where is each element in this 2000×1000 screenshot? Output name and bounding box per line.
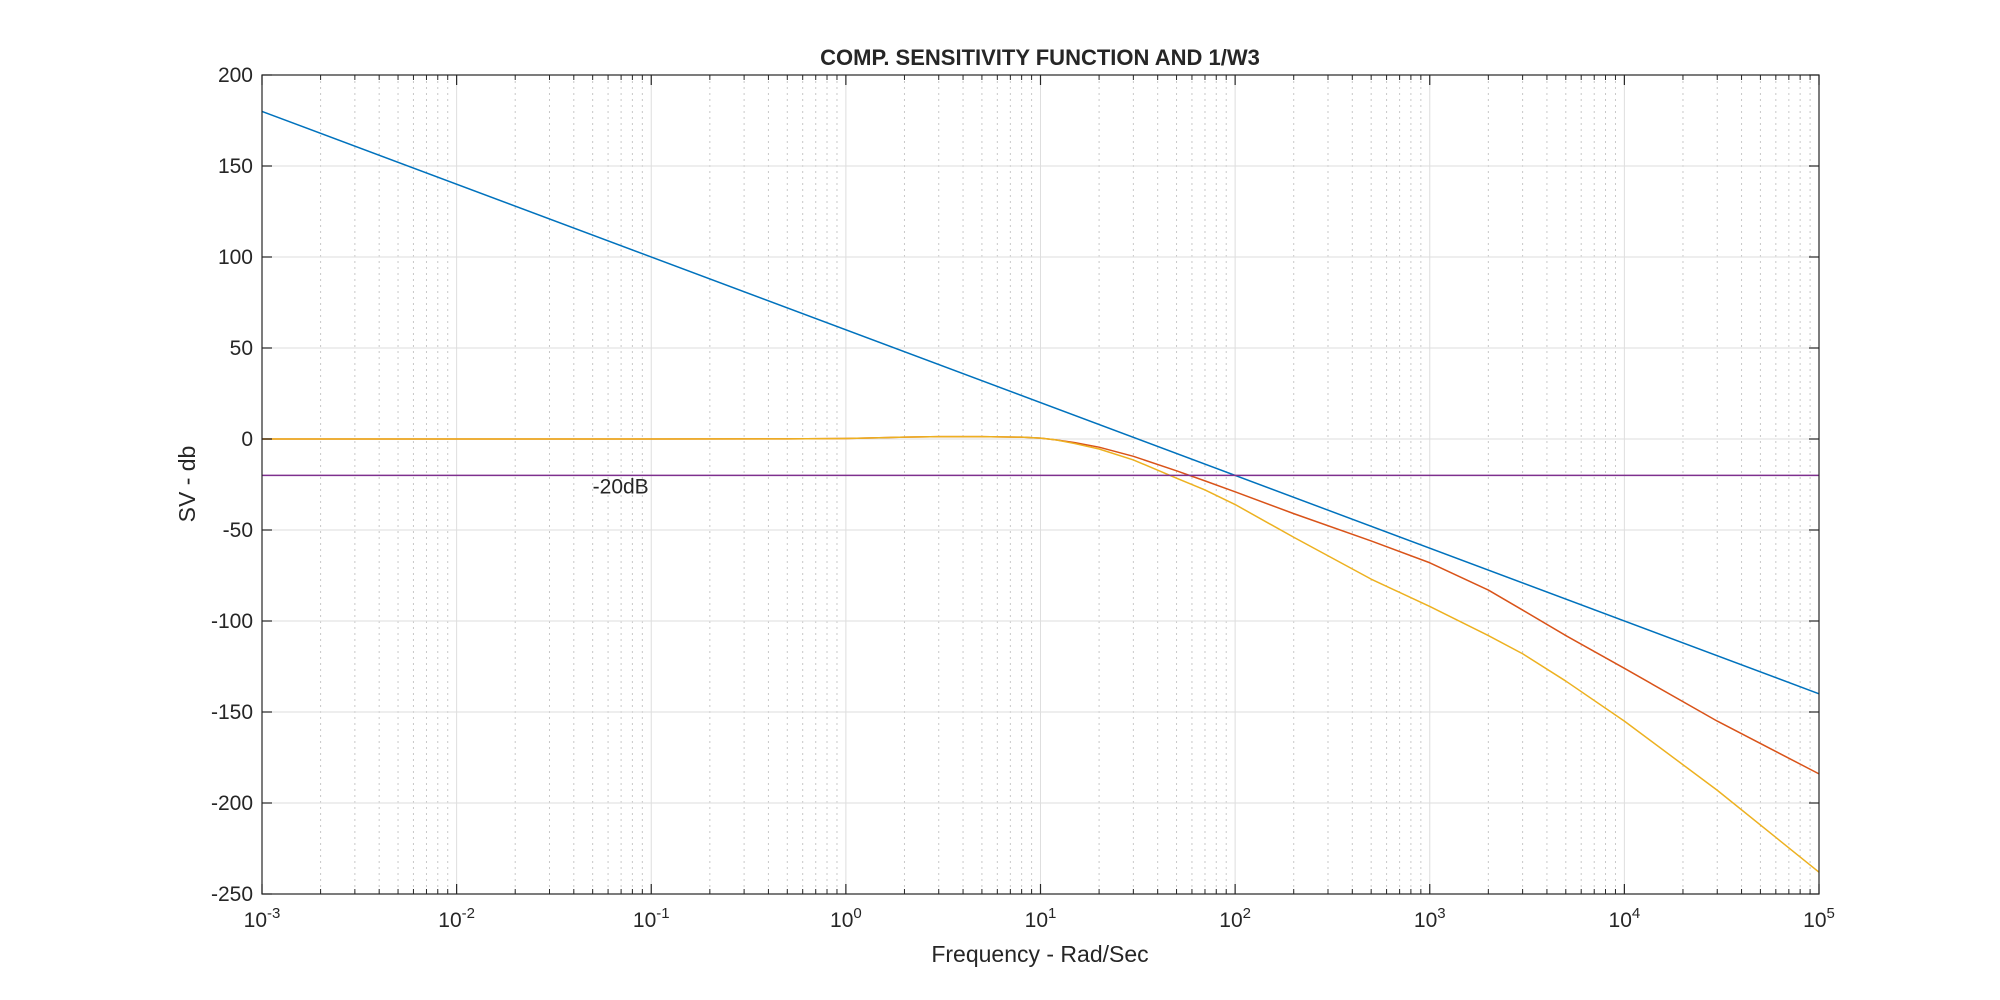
- y-tick-label: 150: [218, 155, 253, 178]
- y-axis-label: SV - db: [174, 446, 200, 523]
- annotation-layer: -20dB: [593, 476, 649, 499]
- series-line-1: [261, 110, 1820, 695]
- y-tick-label: -250: [211, 883, 253, 906]
- x-axis-label: Frequency - Rad/Sec: [931, 941, 1148, 967]
- y-tick-label: 200: [218, 64, 253, 87]
- x-tick-label: 105: [1803, 905, 1835, 932]
- tick-marks: [261, 74, 1820, 895]
- x-tick-label: 10-2: [438, 905, 475, 932]
- y-tick-label: -200: [211, 792, 253, 815]
- y-tick-label: 100: [218, 246, 253, 269]
- y-tick-label: -50: [223, 519, 253, 542]
- minor-grid: [320, 75, 1811, 894]
- x-tick-label: 102: [1219, 905, 1251, 932]
- x-tick-label: 101: [1025, 905, 1057, 932]
- y-tick-label: 50: [230, 337, 253, 360]
- series-layer: [261, 110, 1820, 873]
- y-tick-labels: 200 150 100 50 0 -50 -100 -150 -200 -250: [211, 64, 253, 906]
- y-tick-label: -100: [211, 610, 253, 633]
- x-tick-label: 104: [1609, 905, 1641, 932]
- annotation-label: -20dB: [593, 476, 649, 499]
- x-tick-label: 100: [830, 905, 862, 932]
- x-tick-label: 103: [1414, 905, 1446, 932]
- x-tick-label: 10-3: [244, 905, 281, 932]
- y-tick-label: 0: [241, 428, 253, 451]
- series-line-3: [262, 435, 1820, 873]
- y-tick-label: -150: [211, 701, 253, 724]
- chart-title: COMP. SENSITIVITY FUNCTION AND 1/W3: [820, 45, 1260, 70]
- x-tick-labels: 10-3 10-2 10-1 100 101 102 103 104 105: [244, 905, 1835, 932]
- x-tick-label: 10-1: [633, 905, 670, 932]
